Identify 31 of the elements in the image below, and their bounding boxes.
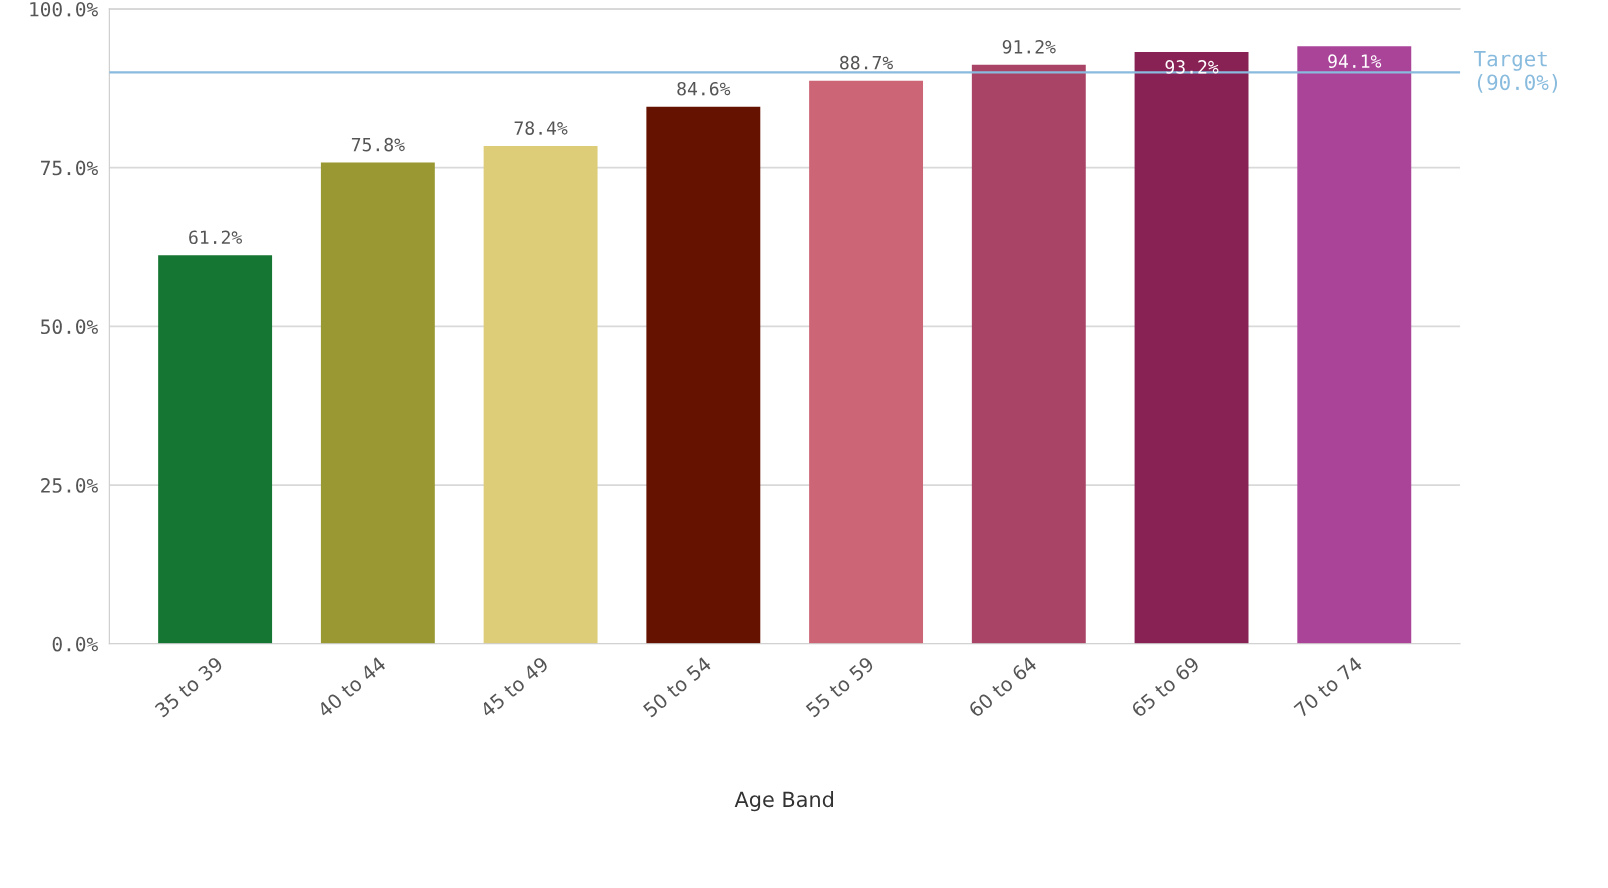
data-label: 75.8% xyxy=(351,137,405,152)
y-tick-label: 0.0% xyxy=(52,636,98,652)
x-tick-label: 45 to 49 xyxy=(479,656,550,719)
x-tick-label: 60 to 64 xyxy=(967,655,1038,718)
bar xyxy=(971,64,1086,644)
data-label: 78.4% xyxy=(514,121,568,135)
ref-line-label: Target (90.0%) xyxy=(1474,51,1558,93)
x-tick-label: 40 to 44 xyxy=(316,655,387,719)
bar xyxy=(809,80,924,644)
data-label: 88.7% xyxy=(840,55,893,70)
data-label: 94.1% xyxy=(1328,54,1382,69)
y-tick-label: 100.0% xyxy=(30,1,98,17)
bar xyxy=(483,146,598,644)
bar xyxy=(646,106,761,644)
x-tick-label: 55 to 59 xyxy=(805,656,875,718)
x-axis-title: Age Band xyxy=(734,791,834,812)
data-label: 91.2% xyxy=(1002,39,1056,54)
x-tick-label: 65 to 69 xyxy=(1130,656,1201,718)
bar xyxy=(320,162,435,644)
y-tick-label: 25.0% xyxy=(41,478,98,493)
y-tick-label: 75.0% xyxy=(41,160,98,176)
x-tick-label: 50 to 54 xyxy=(642,655,713,718)
data-label: 84.6% xyxy=(677,81,731,96)
bar xyxy=(158,255,273,644)
bar xyxy=(1297,46,1412,644)
x-tick-label: 70 to 74 xyxy=(1293,655,1364,718)
bar xyxy=(1134,52,1249,644)
data-label: 93.2% xyxy=(1165,60,1219,74)
data-label: 61.2% xyxy=(189,230,243,245)
x-tick-label: 35 to 39 xyxy=(154,656,224,718)
y-tick-label: 50.0% xyxy=(41,319,98,335)
